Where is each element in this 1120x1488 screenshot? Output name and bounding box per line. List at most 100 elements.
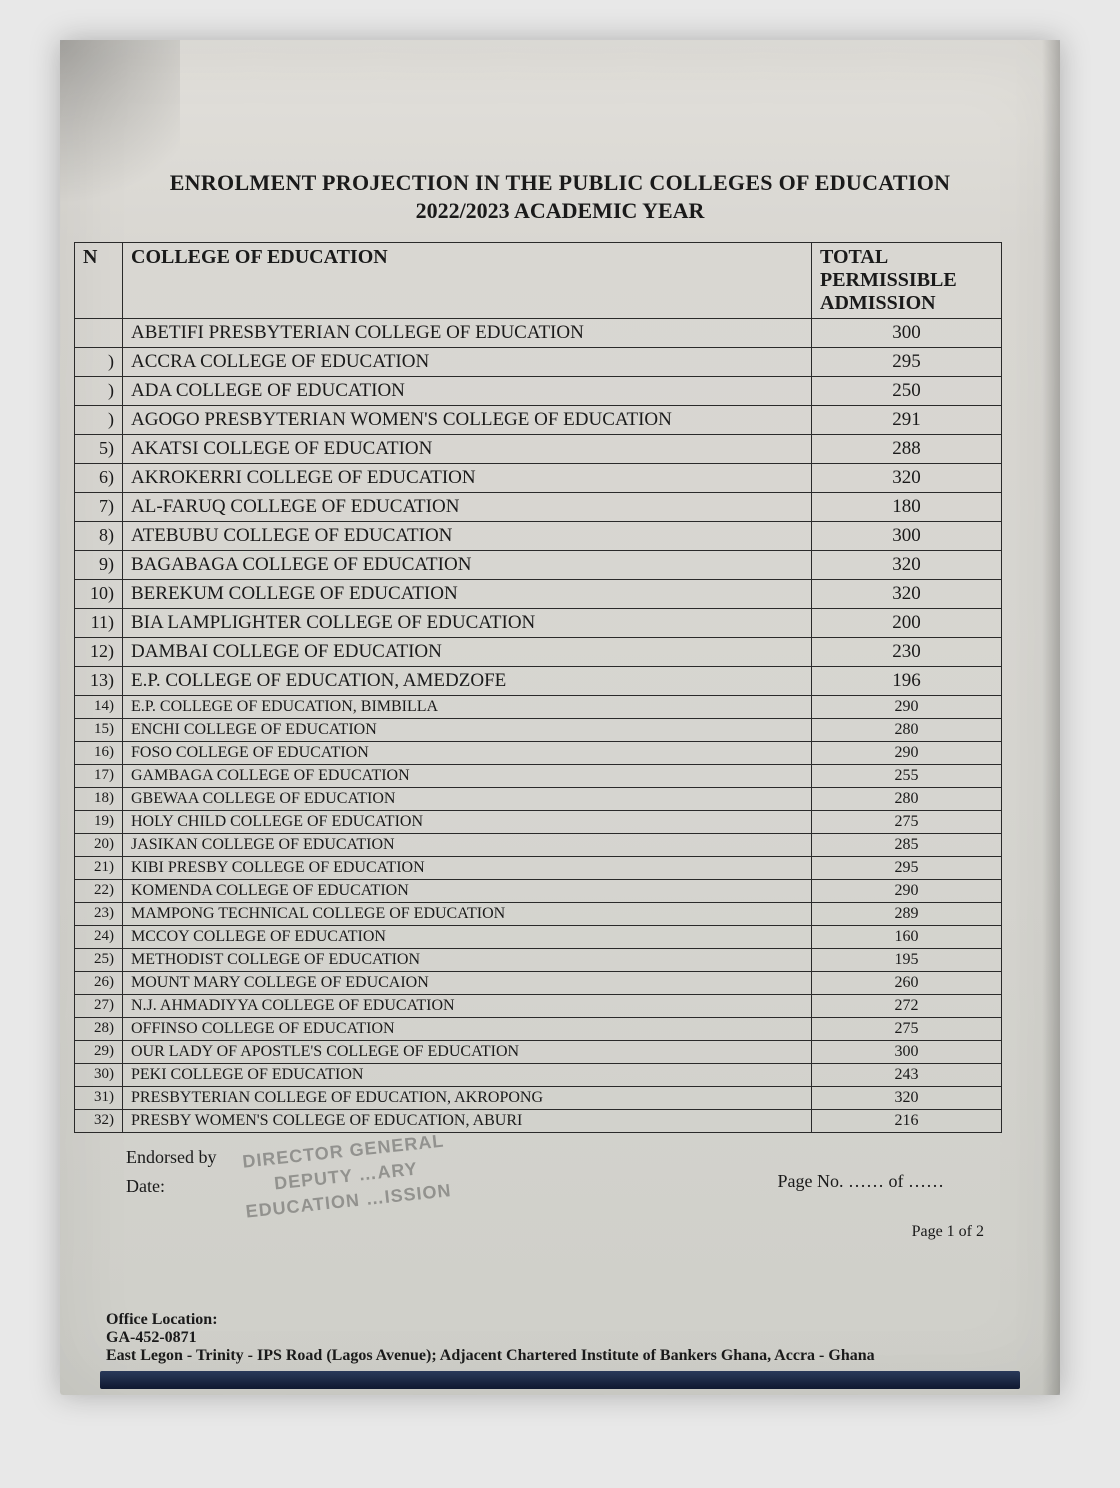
college-name: ENCHI COLLEGE OF EDUCATION [123, 719, 812, 742]
college-name: ABETIFI PRESBYTERIAN COLLEGE OF EDUCATIO… [123, 319, 812, 348]
college-name: JASIKAN COLLEGE OF EDUCATION [123, 834, 812, 857]
row-number: 28) [75, 1018, 123, 1041]
row-number: 24) [75, 926, 123, 949]
row-number [75, 319, 123, 348]
table-row: 16)FOSO COLLEGE OF EDUCATION290 [75, 742, 1002, 765]
table-row: 12)DAMBAI COLLEGE OF EDUCATION230 [75, 638, 1002, 667]
college-name: PRESBYTERIAN COLLEGE OF EDUCATION, AKROP… [123, 1087, 812, 1110]
row-number: ) [75, 377, 123, 406]
row-number: 16) [75, 742, 123, 765]
college-name: DAMBAI COLLEGE OF EDUCATION [123, 638, 812, 667]
row-number: 19) [75, 811, 123, 834]
table-row: )ACCRA COLLEGE OF EDUCATION295 [75, 348, 1002, 377]
total-admission: 275 [812, 811, 1002, 834]
total-admission: 320 [812, 551, 1002, 580]
row-number: 17) [75, 765, 123, 788]
table-row: 22)KOMENDA COLLEGE OF EDUCATION290 [75, 880, 1002, 903]
row-number: 12) [75, 638, 123, 667]
table-row: 17)GAMBAGA COLLEGE OF EDUCATION255 [75, 765, 1002, 788]
total-admission: 280 [812, 788, 1002, 811]
row-number: 7) [75, 493, 123, 522]
total-admission: 320 [812, 580, 1002, 609]
row-number: 9) [75, 551, 123, 580]
row-number: 29) [75, 1041, 123, 1064]
total-admission: 285 [812, 834, 1002, 857]
page-no-field: Page No. …… of …… [778, 1171, 944, 1192]
table-row: 31)PRESBYTERIAN COLLEGE OF EDUCATION, AK… [75, 1087, 1002, 1110]
college-name: OUR LADY OF APOSTLE'S COLLEGE OF EDUCATI… [123, 1041, 812, 1064]
table-row: )ADA COLLEGE OF EDUCATION250 [75, 377, 1002, 406]
row-number: 6) [75, 464, 123, 493]
total-admission: 291 [812, 406, 1002, 435]
table-row: 14)E.P. COLLEGE OF EDUCATION, BIMBILLA29… [75, 696, 1002, 719]
total-admission: 300 [812, 319, 1002, 348]
total-admission: 180 [812, 493, 1002, 522]
college-name: PEKI COLLEGE OF EDUCATION [123, 1064, 812, 1087]
row-number: 11) [75, 609, 123, 638]
table-row: 15)ENCHI COLLEGE OF EDUCATION280 [75, 719, 1002, 742]
total-admission: 216 [812, 1110, 1002, 1133]
table-row: 20)JASIKAN COLLEGE OF EDUCATION285 [75, 834, 1002, 857]
footer-bar [100, 1371, 1020, 1389]
college-name: E.P. COLLEGE OF EDUCATION, BIMBILLA [123, 696, 812, 719]
college-name: ATEBUBU COLLEGE OF EDUCATION [123, 522, 812, 551]
college-name: E.P. COLLEGE OF EDUCATION, AMEDZOFE [123, 667, 812, 696]
table-row: 32)PRESBY WOMEN'S COLLEGE OF EDUCATION, … [75, 1110, 1002, 1133]
row-number: 22) [75, 880, 123, 903]
table-row: 26)MOUNT MARY COLLEGE OF EDUCAION260 [75, 972, 1002, 995]
table-row: 30)PEKI COLLEGE OF EDUCATION243 [75, 1064, 1002, 1087]
row-number: ) [75, 348, 123, 377]
table-row: 29)OUR LADY OF APOSTLE'S COLLEGE OF EDUC… [75, 1041, 1002, 1064]
total-admission: 230 [812, 638, 1002, 667]
table-row: 24)MCCOY COLLEGE OF EDUCATION160 [75, 926, 1002, 949]
total-admission: 243 [812, 1064, 1002, 1087]
row-number: 21) [75, 857, 123, 880]
college-name: ACCRA COLLEGE OF EDUCATION [123, 348, 812, 377]
total-admission: 160 [812, 926, 1002, 949]
college-name: AL-FARUQ COLLEGE OF EDUCATION [123, 493, 812, 522]
total-admission: 300 [812, 1041, 1002, 1064]
college-name: N.J. AHMADIYYA COLLEGE OF EDUCATION [123, 995, 812, 1018]
col-total-header: TOTAL PERMISSIBLE ADMISSION [812, 243, 1002, 319]
table-header-row: N COLLEGE OF EDUCATION TOTAL PERMISSIBLE… [75, 243, 1002, 319]
office-code: GA-452-0871 [106, 1329, 197, 1346]
college-name: HOLY CHILD COLLEGE OF EDUCATION [123, 811, 812, 834]
total-admission: 200 [812, 609, 1002, 638]
row-number: 30) [75, 1064, 123, 1087]
college-name: MCCOY COLLEGE OF EDUCATION [123, 926, 812, 949]
college-name: MAMPONG TECHNICAL COLLEGE OF EDUCATION [123, 903, 812, 926]
edge-shadow [1042, 40, 1060, 1395]
total-admission: 290 [812, 696, 1002, 719]
table-row: 19)HOLY CHILD COLLEGE OF EDUCATION275 [75, 811, 1002, 834]
col-college-header: COLLEGE OF EDUCATION [123, 243, 812, 319]
total-admission: 288 [812, 435, 1002, 464]
college-name: KIBI PRESBY COLLEGE OF EDUCATION [123, 857, 812, 880]
table-row: 23)MAMPONG TECHNICAL COLLEGE OF EDUCATIO… [75, 903, 1002, 926]
total-admission: 196 [812, 667, 1002, 696]
row-number: 27) [75, 995, 123, 1018]
college-name: OFFINSO COLLEGE OF EDUCATION [123, 1018, 812, 1041]
total-admission: 280 [812, 719, 1002, 742]
row-number: ) [75, 406, 123, 435]
table-row: 11)BIA LAMPLIGHTER COLLEGE OF EDUCATION2… [75, 609, 1002, 638]
total-admission: 290 [812, 880, 1002, 903]
college-name: AKATSI COLLEGE OF EDUCATION [123, 435, 812, 464]
row-number: 15) [75, 719, 123, 742]
total-admission: 272 [812, 995, 1002, 1018]
college-name: KOMENDA COLLEGE OF EDUCATION [123, 880, 812, 903]
total-admission: 320 [812, 1087, 1002, 1110]
college-name: MOUNT MARY COLLEGE OF EDUCAION [123, 972, 812, 995]
row-number: 26) [75, 972, 123, 995]
college-name: GBEWAA COLLEGE OF EDUCATION [123, 788, 812, 811]
total-admission: 295 [812, 348, 1002, 377]
table-row: 21)KIBI PRESBY COLLEGE OF EDUCATION295 [75, 857, 1002, 880]
row-number: 18) [75, 788, 123, 811]
table-row: ABETIFI PRESBYTERIAN COLLEGE OF EDUCATIO… [75, 319, 1002, 348]
page-subtitle: 2022/2023 ACADEMIC YEAR [96, 198, 1024, 224]
row-number: 5) [75, 435, 123, 464]
office-heading: Office Location: [106, 1311, 218, 1328]
total-admission: 300 [812, 522, 1002, 551]
total-admission: 260 [812, 972, 1002, 995]
college-name: AKROKERRI COLLEGE OF EDUCATION [123, 464, 812, 493]
office-address: East Legon - Trinity - IPS Road (Lagos A… [106, 1347, 875, 1364]
